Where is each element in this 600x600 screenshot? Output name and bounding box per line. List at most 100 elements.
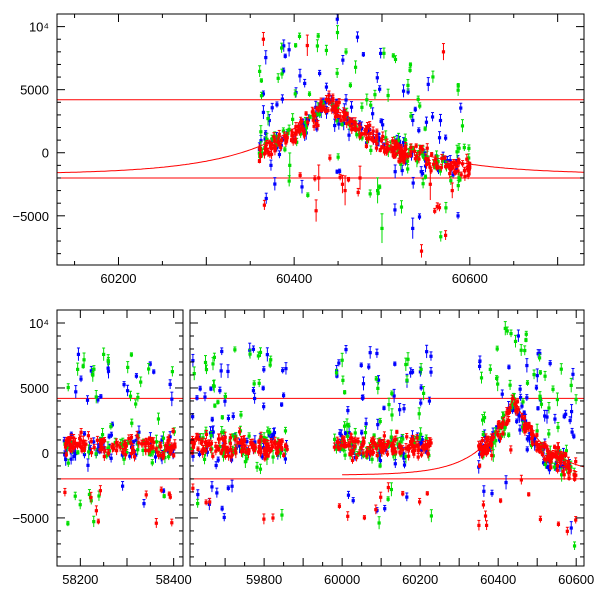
bottom-data-point [556, 468, 560, 472]
top-data-point [381, 123, 385, 127]
top-data-point [439, 235, 443, 239]
bottom-data-point [234, 451, 238, 455]
bottom-data-point [258, 467, 263, 471]
top-data-point [298, 173, 302, 177]
bottom-data-point [385, 452, 390, 456]
bottom-data-point [567, 461, 572, 466]
bottom-data-point [353, 439, 358, 443]
bottom-data-point [362, 440, 366, 444]
bottom-data-point [272, 430, 277, 435]
bottom-data-point [110, 423, 114, 427]
bottom-data-point [361, 396, 365, 400]
bottom-data-point [216, 437, 221, 441]
top-data-point [360, 136, 364, 140]
bottom-data-point [525, 396, 529, 400]
bottom-data-point [394, 438, 398, 442]
top-data-point [318, 113, 322, 117]
bottom-data-point [258, 440, 262, 444]
bottom-data-point [171, 452, 175, 456]
top-data-point [417, 129, 421, 133]
bottom-data-point [376, 386, 380, 390]
bottom-data-point [78, 503, 82, 507]
bottom-data-point [401, 492, 405, 496]
top-data-point [315, 113, 319, 117]
bottom-data-point [361, 382, 366, 386]
bottom-data-point [89, 439, 93, 443]
bottom-data-point [375, 453, 379, 458]
top-data-point [299, 120, 303, 124]
bottom-data-point [419, 401, 423, 405]
bottom-data-point [99, 395, 103, 399]
bottom-data-point [412, 452, 416, 456]
bottom-data-point [195, 396, 199, 400]
bottom-data-point [220, 349, 224, 354]
bottom-data-point [507, 365, 511, 370]
top-data-point [277, 132, 281, 136]
bottom-data-point [269, 358, 273, 362]
top-data-point [319, 108, 324, 113]
bottom-data-point [376, 423, 380, 427]
top-data-point [276, 139, 280, 143]
top-data-point [336, 114, 340, 118]
bottom-data-point [570, 430, 574, 434]
bottom-data-point [283, 448, 288, 452]
bottom-data-point [136, 448, 140, 452]
bottom-data-point [544, 458, 548, 462]
bottom-data-point [166, 450, 171, 454]
top-data-point [432, 162, 436, 166]
bottom-data-point [125, 389, 130, 393]
bottom-data-point [106, 358, 110, 362]
top-data-point [348, 83, 352, 88]
top-data-point [301, 122, 305, 126]
bottom-data-point [416, 455, 420, 459]
top-data-point [328, 100, 332, 104]
bottom-data-point [362, 516, 367, 520]
bottom-data-point [69, 445, 73, 449]
top-data-point [337, 122, 341, 126]
top-data-point [353, 126, 358, 130]
bottom-data-point [99, 447, 103, 451]
bottom-data-point [383, 446, 387, 450]
top-data-point [424, 157, 428, 161]
top-outlier-point [261, 37, 266, 41]
bottom-data-point [494, 439, 498, 443]
top-data-point [285, 137, 289, 141]
bottom-data-point [343, 453, 347, 457]
top-data-point [460, 162, 465, 166]
top-data-point [270, 106, 274, 110]
bottom-data-point [262, 368, 266, 372]
bottom-data-point [536, 407, 540, 411]
top-data-point [265, 141, 269, 145]
bottom-data-point [66, 522, 70, 526]
top-data-point [378, 148, 382, 152]
bottom-data-point [347, 424, 351, 428]
bottom-data-point [522, 423, 527, 428]
bottom-data-point [71, 444, 75, 448]
bottom-data-point [68, 442, 72, 446]
bottom-data-point [112, 446, 116, 451]
top-data-point [456, 169, 460, 173]
bottom-data-point [172, 454, 176, 458]
bottom-data-point [196, 501, 200, 506]
bottom-data-point [211, 454, 215, 458]
bottom-data-point [511, 394, 515, 398]
bottom-data-point [202, 457, 207, 461]
bottom-data-point [81, 439, 85, 443]
top-frame [56, 13, 585, 266]
top-plot-area [57, 14, 584, 258]
top-data-point [345, 112, 349, 116]
bottom-data-point [368, 351, 372, 355]
bottom-data-point [419, 448, 424, 452]
bottom-data-point [378, 459, 383, 463]
top-data-point [327, 93, 331, 97]
top-data-point [412, 149, 417, 153]
top-data-point [281, 69, 286, 73]
top-data-point [409, 114, 413, 118]
bottom-data-point [127, 437, 131, 441]
top-data-point [273, 138, 277, 142]
bottom-data-point [268, 363, 272, 367]
bottom-data-point [62, 439, 66, 443]
top-data-point [419, 170, 423, 174]
bottom-data-point [426, 451, 430, 455]
bottom-data-point [523, 430, 527, 434]
